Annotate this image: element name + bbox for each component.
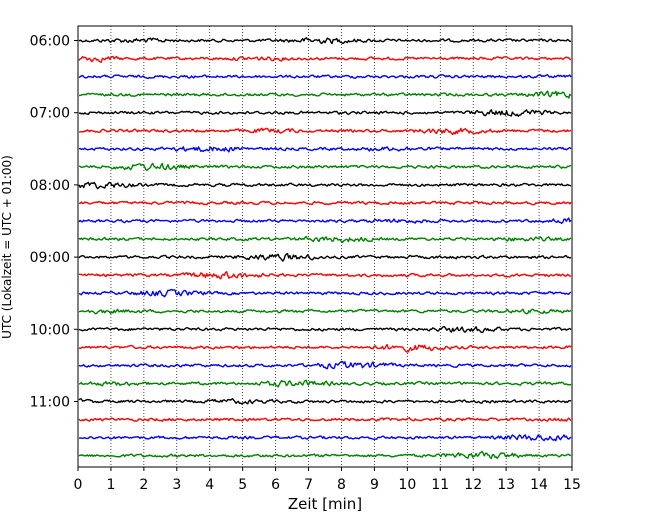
x-tick-label: 11 [431, 477, 449, 493]
y-tick-label: 11:00 [30, 395, 70, 411]
x-tick-label: 10 [398, 477, 416, 493]
x-tick-label: 12 [464, 477, 482, 493]
y-tick-label: 08:00 [30, 178, 70, 194]
x-axis-label: Zeit [min] [288, 495, 362, 513]
x-tick-label: 9 [370, 477, 379, 493]
x-tick-label: 6 [271, 477, 280, 493]
x-tick-label: 14 [530, 477, 548, 493]
x-tick-label: 2 [139, 477, 148, 493]
y-tick-label: 09:00 [30, 250, 70, 266]
x-tick-label: 7 [304, 477, 313, 493]
y-tick-label: 06:00 [30, 34, 70, 50]
x-tick-label: 4 [205, 477, 214, 493]
y-tick-label: 07:00 [30, 106, 70, 122]
x-axis-ticks: 0 1 2 3 4 5 6 7 8 9 10 11 12 13 14 15 [74, 467, 581, 493]
x-tick-label: 13 [497, 477, 515, 493]
x-tick-label: 5 [238, 477, 247, 493]
y-axis-label: UTC (Lokalzeit = UTC + 01:00) [0, 155, 14, 339]
y-axis-ticks: 06:00 07:00 08:00 09:00 10:00 11:00 [30, 34, 78, 411]
x-tick-label: 1 [106, 477, 115, 493]
x-tick-label: 8 [337, 477, 346, 493]
x-tick-label: 0 [74, 477, 83, 493]
x-tick-label: 15 [563, 477, 581, 493]
x-tick-label: 3 [172, 477, 181, 493]
y-tick-label: 10:00 [30, 322, 70, 338]
